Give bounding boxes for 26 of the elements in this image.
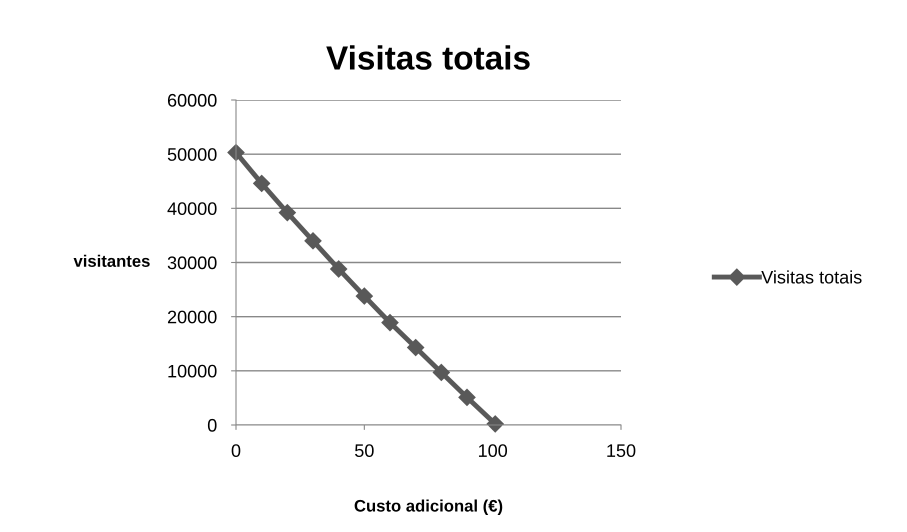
y-tick-label: 60000	[168, 94, 217, 107]
x-tick-label: 0	[232, 444, 240, 458]
y-tick-label: 20000	[168, 310, 217, 324]
y-tick-label: 50000	[168, 148, 217, 161]
y-tick-label: 0	[208, 418, 217, 432]
point	[356, 288, 373, 305]
point	[330, 260, 348, 278]
x-tick-label: 100	[478, 444, 508, 458]
y-tick-label: 30000	[168, 256, 217, 270]
point	[253, 174, 270, 192]
y-axis-title: visitantes	[74, 254, 150, 267]
y-tick-label: 40000	[167, 202, 217, 216]
y-tick-label: 10000	[168, 364, 217, 378]
point	[304, 232, 322, 250]
chart-title: Visitas totais	[326, 45, 530, 70]
point	[458, 388, 476, 406]
point	[278, 204, 296, 222]
point	[486, 415, 504, 432]
x-axis-title: Custo adicional (€)	[354, 499, 502, 516]
point	[432, 364, 450, 382]
legend-label: Visitas totais	[761, 270, 862, 284]
x-tick-label: 50	[355, 444, 374, 458]
point	[381, 314, 399, 332]
point	[227, 144, 245, 162]
x-tick-label: 150	[607, 444, 636, 458]
point	[407, 338, 424, 356]
